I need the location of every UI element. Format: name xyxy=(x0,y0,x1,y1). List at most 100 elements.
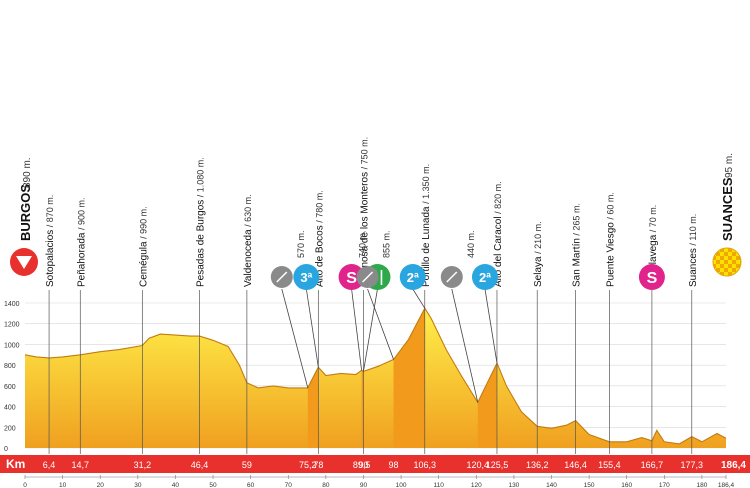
km-label: 125,5 xyxy=(486,460,509,470)
climb-start-marker xyxy=(270,266,309,389)
climb-start-alt: 855 m. xyxy=(382,230,392,258)
marker-pointer xyxy=(367,288,394,360)
start-arrow-icon xyxy=(16,256,32,269)
route-markers: 3ª S 2ª 2ª S xyxy=(270,264,665,403)
x-tick-label: 40 xyxy=(172,482,180,488)
y-tick-label: 200 xyxy=(4,425,16,432)
cat-marker: 3ª xyxy=(293,264,320,368)
cat-marker: 2ª xyxy=(399,264,426,309)
x-tick-label: 120 xyxy=(471,482,482,488)
km-label: 155,4 xyxy=(598,460,621,470)
finish-icon xyxy=(712,247,742,277)
sprint-label: S xyxy=(346,270,357,287)
km-label: 89,5 xyxy=(353,460,371,470)
place-label: Alto de Bocos / 780 m. xyxy=(314,190,325,287)
place-label: Espinosa de los Monteros / 750 m. xyxy=(359,137,370,287)
place-label: Suances / 110 m. xyxy=(688,214,699,287)
x-tick-label: 160 xyxy=(621,482,632,488)
km-label: 120,4 xyxy=(467,460,490,470)
km-label: 6,4 xyxy=(43,460,56,470)
place-label: Pesadas de Burgos / 1.080 m. xyxy=(195,157,206,287)
km-label: 78 xyxy=(313,460,323,470)
finish-marker: SUANCES 95 m. xyxy=(712,153,742,277)
km-label: 186,4 xyxy=(721,460,746,471)
x-tick-label: 110 xyxy=(433,482,444,488)
category-icon xyxy=(399,264,426,290)
profile-area xyxy=(25,308,726,448)
marker-pointer xyxy=(351,288,362,371)
km-label: 106,3 xyxy=(413,460,436,470)
sprint-icon xyxy=(638,264,665,290)
km-label: 98 xyxy=(389,460,399,470)
marker-pointer xyxy=(484,288,498,364)
start-marker: BURGOS 890 m. xyxy=(10,157,38,276)
x-tick-label: 170 xyxy=(659,482,670,488)
climb-start-marker xyxy=(356,266,394,360)
category-label: 2ª xyxy=(407,270,419,285)
km-label: 166,7 xyxy=(641,460,664,470)
y-tick-label: 1400 xyxy=(4,301,20,308)
x-tick-label: 130 xyxy=(508,482,519,488)
category-label: 3ª xyxy=(300,270,312,285)
y-tick-label: 1200 xyxy=(4,322,20,329)
y-tick-label: 1000 xyxy=(4,342,20,349)
y-tick-label: 0 xyxy=(4,446,8,453)
place-label: Selaya / 210 m. xyxy=(533,221,544,287)
km-label: 146,4 xyxy=(564,460,587,470)
place-label: Cemégula / 990 m. xyxy=(138,206,149,287)
category-label: 2ª xyxy=(479,270,491,285)
y-axis: 0 200 400 600 800 1000 1200 1400 xyxy=(4,301,20,453)
climb-shade xyxy=(361,308,364,448)
y-tick-label: 400 xyxy=(4,405,16,412)
place-label: San Martín / 265 m. xyxy=(572,203,583,287)
place-label: Valdenoceda / 630 m. xyxy=(243,194,254,287)
place-label: Portillo de Lunada / 1.350 m. xyxy=(421,164,432,287)
climb-shade xyxy=(477,308,497,448)
sprint-label: S xyxy=(647,270,658,287)
x-tick-label: 100 xyxy=(396,482,407,488)
place-label: Sotopalacios / 870 m. xyxy=(45,195,56,287)
km-label: 31,2 xyxy=(134,460,152,470)
feed-zone-alt: 740 m. xyxy=(358,230,368,258)
place-lines xyxy=(48,290,693,454)
marker-pointer xyxy=(412,288,426,309)
climb-start-marker xyxy=(440,266,479,403)
km-band-bar xyxy=(0,455,750,473)
category-icon xyxy=(293,264,320,290)
cat-marker: 2ª xyxy=(471,264,498,364)
elevation-profile xyxy=(24,307,727,448)
km-label: 75,2 xyxy=(299,460,317,470)
km-label: 46,4 xyxy=(191,460,209,470)
sprint-marker: S xyxy=(338,264,365,371)
finish-name: SUANCES xyxy=(720,177,735,241)
marker-pointer xyxy=(363,288,378,372)
x-tick-label: 180 xyxy=(697,482,708,488)
y-tick-label: 600 xyxy=(4,384,16,391)
x-tick-label: 140 xyxy=(546,482,557,488)
place-label: Peñahorada / 900 m. xyxy=(76,197,87,287)
category-icon xyxy=(471,264,498,290)
finish-alt: 95 m. xyxy=(724,153,735,178)
marker-pointer xyxy=(451,288,479,403)
x-tick-label: 10 xyxy=(59,482,67,488)
x-tick-label: 150 xyxy=(584,482,595,488)
x-axis: 0 10 20 30 40 50 60 70 80 90 100 110 120 130 140 150 160… xyxy=(23,475,735,488)
start-name: BURGOS xyxy=(18,184,33,241)
km-unit-label: Km xyxy=(6,457,25,471)
climb-start-alt: 570 m. xyxy=(296,230,306,258)
km-band: Km 6,4 14,7 31,2 46,4 59 75,278 89,590 98 106,3 1… xyxy=(0,455,750,473)
x-tick-label: 186,4 xyxy=(718,482,735,488)
marker-pointer xyxy=(305,288,319,368)
x-tick-label: 60 xyxy=(247,482,255,488)
x-tick-label: 80 xyxy=(322,482,330,488)
x-tick-label: 90 xyxy=(360,482,368,488)
x-tick-label: 20 xyxy=(97,482,105,488)
place-label: Puente Viesgo / 60 m. xyxy=(605,192,616,287)
x-tick-label: 70 xyxy=(285,482,293,488)
climb-start-slash-icon xyxy=(446,271,458,283)
x-tick-label: 0 xyxy=(23,482,27,488)
sprint-icon xyxy=(338,264,365,290)
km-label: 90 xyxy=(358,460,368,470)
start-alt: 890 m. xyxy=(22,157,33,188)
